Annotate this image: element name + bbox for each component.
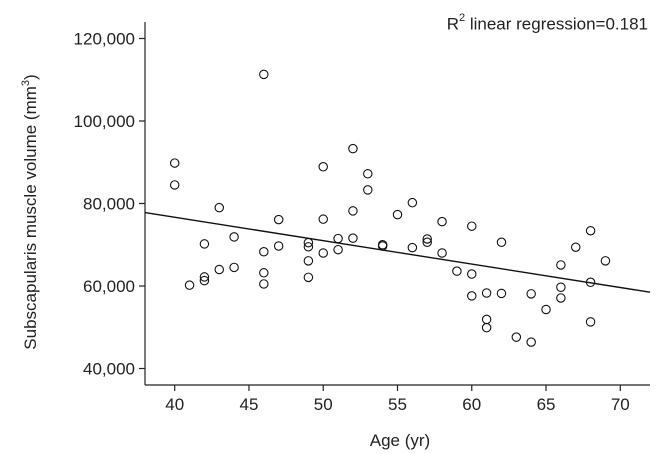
- data-point: [318, 162, 328, 172]
- data-point: [199, 239, 210, 249]
- data-points: [169, 69, 611, 347]
- data-point: [392, 209, 403, 220]
- data-point: [184, 280, 195, 290]
- data-point: [407, 197, 418, 208]
- y-tick-label: 120,000: [74, 30, 135, 49]
- data-point: [214, 264, 225, 275]
- data-point: [303, 237, 314, 248]
- data-point: [481, 314, 492, 325]
- data-point: [481, 288, 492, 298]
- data-point: [333, 244, 343, 255]
- data-point: [467, 269, 477, 279]
- data-point: [422, 237, 432, 248]
- data-point: [526, 337, 536, 347]
- data-point: [481, 322, 492, 333]
- data-point: [199, 275, 210, 286]
- data-point: [496, 288, 507, 299]
- y-tick-label: 40,000: [83, 360, 135, 379]
- r-squared-annotation: R2 linear regression=0.181: [446, 12, 648, 34]
- data-point: [467, 291, 477, 301]
- x-tick-label: 45: [240, 395, 259, 414]
- data-point: [259, 247, 269, 257]
- data-point: [585, 277, 596, 288]
- data-point: [214, 202, 225, 213]
- data-point: [467, 221, 477, 231]
- data-point: [452, 266, 462, 276]
- x-tick-label: 55: [388, 395, 407, 414]
- data-point: [556, 282, 566, 292]
- data-point: [496, 237, 507, 248]
- data-point: [169, 180, 180, 190]
- x-tick-label: 60: [462, 395, 481, 414]
- data-point: [303, 242, 314, 252]
- regression-line: [144, 211, 651, 293]
- x-tick-label: 70: [611, 395, 630, 414]
- data-point: [229, 262, 239, 273]
- data-point: [259, 279, 269, 289]
- data-point: [333, 233, 343, 244]
- data-point: [437, 216, 447, 227]
- x-tick-label: 65: [537, 395, 556, 414]
- data-point: [259, 268, 269, 278]
- data-point: [348, 233, 358, 243]
- data-point: [407, 242, 418, 253]
- data-point: [273, 214, 284, 225]
- data-point: [585, 317, 596, 327]
- data-point: [585, 225, 596, 236]
- data-point: [511, 332, 522, 342]
- y-axis-label: Subscapularis muscle volume (mm3): [20, 74, 40, 349]
- data-point: [363, 169, 373, 179]
- data-point: [348, 206, 358, 216]
- data-point: [199, 272, 210, 282]
- x-tick-label: 50: [314, 395, 333, 414]
- data-point: [556, 293, 566, 303]
- x-tick-label: 40: [165, 395, 184, 414]
- data-point: [303, 256, 314, 266]
- x-axis-label: Age (yr): [370, 431, 430, 450]
- data-point: [377, 241, 388, 251]
- y-tick-label: 80,000: [83, 195, 135, 214]
- data-point: [348, 143, 358, 154]
- data-point: [600, 256, 611, 266]
- data-point: [556, 260, 566, 270]
- data-point: [303, 272, 314, 283]
- data-point: [526, 289, 536, 299]
- data-point: [229, 232, 239, 242]
- data-point: [169, 158, 180, 168]
- data-point: [437, 248, 447, 258]
- data-point: [259, 69, 269, 80]
- data-point: [541, 304, 551, 315]
- y-tick-label: 60,000: [83, 277, 135, 296]
- data-point: [318, 248, 328, 258]
- data-point: [422, 234, 432, 244]
- x-ticks: 40 45 50 55 60 65 70: [165, 385, 630, 414]
- y-tick-label: 100,000: [74, 112, 135, 131]
- data-point: [570, 242, 581, 252]
- data-point: [273, 241, 284, 251]
- data-point: [363, 185, 373, 195]
- data-point: [318, 214, 328, 224]
- y-ticks: 40,000 60,000 80,000 100,000 120,000: [74, 30, 145, 379]
